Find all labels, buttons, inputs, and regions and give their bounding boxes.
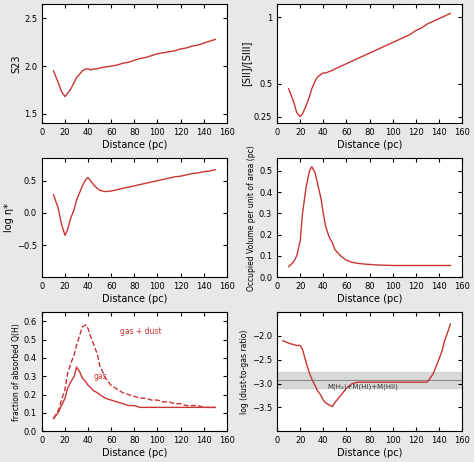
Y-axis label: Occupied Volume per unit of area (pc): Occupied Volume per unit of area (pc) <box>247 145 256 291</box>
X-axis label: Distance (pc): Distance (pc) <box>101 294 167 304</box>
Y-axis label: log (dust-to-gas ratio): log (dust-to-gas ratio) <box>240 329 249 414</box>
Y-axis label: log η*: log η* <box>4 203 14 232</box>
Text: gas + dust: gas + dust <box>119 327 161 335</box>
X-axis label: Distance (pc): Distance (pc) <box>337 140 402 150</box>
Text: gas: gas <box>94 372 107 381</box>
X-axis label: Distance (pc): Distance (pc) <box>101 140 167 150</box>
Y-axis label: [SII]/[SIII]: [SII]/[SIII] <box>241 41 251 86</box>
X-axis label: Distance (pc): Distance (pc) <box>101 448 167 458</box>
Y-axis label: fraction of absorbed Q(H): fraction of absorbed Q(H) <box>12 323 21 420</box>
Y-axis label: S23: S23 <box>11 55 21 73</box>
Bar <box>277 372 462 389</box>
X-axis label: Distance (pc): Distance (pc) <box>337 294 402 304</box>
Text: M(H₂)+M(HI)+M(HII): M(H₂)+M(HI)+M(HII) <box>327 383 398 390</box>
X-axis label: Distance (pc): Distance (pc) <box>337 448 402 458</box>
